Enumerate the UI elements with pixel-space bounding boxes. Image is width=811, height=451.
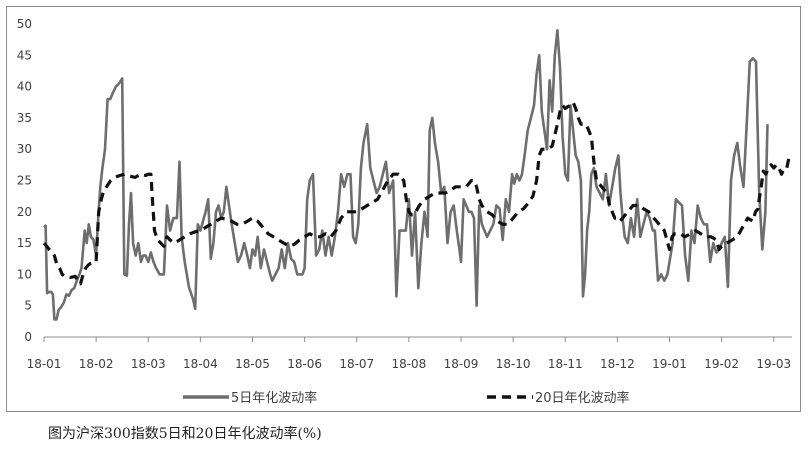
x-tick-label: 19-01 bbox=[652, 357, 687, 371]
y-tick-label: 40 bbox=[17, 80, 32, 94]
y-tick-label: 45 bbox=[17, 48, 32, 62]
x-tick-label: 18-12 bbox=[600, 357, 635, 371]
legend-item-20d: 20日年化波动率 bbox=[487, 390, 630, 406]
figure-caption: 图为沪深300指数5日和20日年化波动率(%) bbox=[48, 426, 322, 442]
y-tick-label: 25 bbox=[17, 174, 32, 188]
legend-item-5d: 5日年化波动率 bbox=[183, 390, 317, 406]
x-tick-label: 18-09 bbox=[444, 357, 479, 371]
x-tick-label: 18-01 bbox=[27, 357, 62, 371]
legend-label-5d: 5日年化波动率 bbox=[231, 390, 317, 406]
x-axis-labels: 18-01 18-02 18-03 18-04 18-05 18-06 18-07 18-08… bbox=[27, 357, 792, 371]
y-tick-label: 35 bbox=[17, 111, 32, 125]
x-tick-label: 19-02 bbox=[704, 357, 739, 371]
x-tick-label: 18-02 bbox=[79, 357, 114, 371]
y-tick-label: 30 bbox=[17, 142, 32, 156]
x-tick-label: 18-03 bbox=[131, 357, 166, 371]
x-tick-label: 18-08 bbox=[391, 357, 426, 371]
series-line-5d-volatility bbox=[43, 28, 769, 321]
y-tick-label: 50 bbox=[17, 17, 32, 31]
y-tick-label: 20 bbox=[17, 205, 32, 219]
legend-label-20d: 20日年化波动率 bbox=[535, 390, 630, 406]
x-tick-label: 18-07 bbox=[339, 357, 374, 371]
x-tick-label: 19-03 bbox=[756, 357, 791, 371]
x-tick-label: 18-05 bbox=[235, 357, 270, 371]
series-layer bbox=[42, 28, 791, 321]
x-tick-label: 18-04 bbox=[183, 357, 218, 371]
y-tick-label: 5 bbox=[24, 299, 32, 313]
y-tick-label: 10 bbox=[17, 267, 32, 281]
series-line-20d-volatility bbox=[42, 100, 791, 286]
y-tick-label: 15 bbox=[17, 236, 32, 250]
y-axis-labels: 0 5 10 15 20 25 30 35 40 45 50 bbox=[17, 17, 32, 344]
x-tick-label: 18-06 bbox=[287, 357, 322, 371]
x-tick-label: 18-11 bbox=[548, 357, 583, 371]
x-axis-ticks bbox=[43, 337, 775, 342]
chart-frame: 0 5 10 15 20 25 30 35 40 45 50 18-01 18-02 18-03 18-0… bbox=[6, 6, 801, 412]
legend: 5日年化波动率 20日年化波动率 bbox=[183, 390, 630, 406]
x-tick-label: 18-10 bbox=[496, 357, 531, 371]
y-tick-label: 0 bbox=[24, 330, 32, 344]
